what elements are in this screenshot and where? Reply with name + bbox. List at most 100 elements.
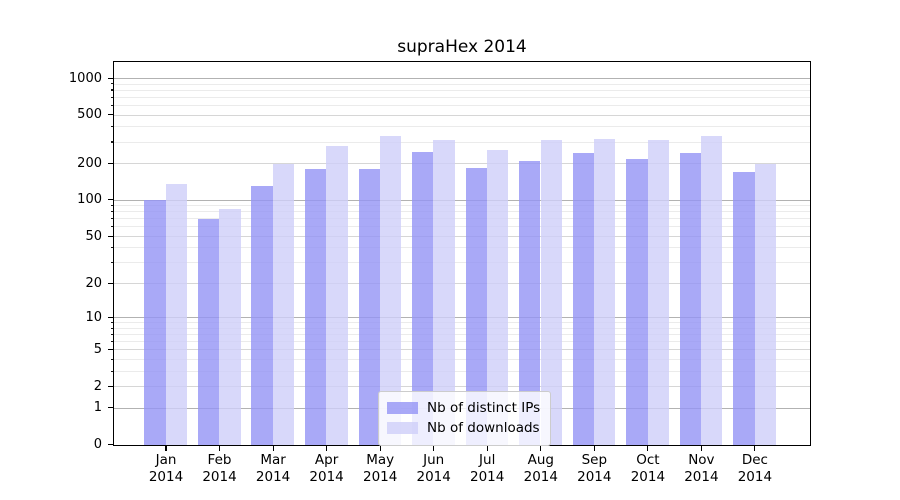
y-tick-mark <box>108 77 115 79</box>
gridline <box>114 105 810 106</box>
gridline <box>114 114 810 116</box>
x-tick-label: Oct 2014 <box>608 452 688 486</box>
x-tick-mark <box>593 446 595 451</box>
y-tick-mark <box>108 349 115 351</box>
x-tick-year: 2014 <box>309 469 344 485</box>
y-tick-label: 10 <box>85 310 102 325</box>
bar-distinct-ips-jul <box>465 167 487 445</box>
x-tick-label: Dec 2014 <box>715 452 795 486</box>
bar-distinct-ips-may <box>358 169 380 445</box>
bar-distinct-ips-jan <box>144 200 166 445</box>
x-tick-month: Nov <box>688 452 715 468</box>
x-tick-mark <box>540 446 542 451</box>
y-tick-label: 5 <box>93 342 102 358</box>
gridline <box>114 235 810 237</box>
y-minor-tick-mark <box>110 126 115 128</box>
y-minor-tick-mark <box>110 141 115 143</box>
x-tick-label: Aug 2014 <box>501 452 581 486</box>
gridline <box>114 77 810 79</box>
x-tick-year: 2014 <box>577 469 612 485</box>
y-tick-mark <box>108 114 115 116</box>
y-minor-tick-mark <box>110 340 115 343</box>
gridline <box>114 370 810 372</box>
gridline <box>114 163 810 165</box>
x-tick-mark <box>272 446 274 451</box>
y-tick-mark <box>108 407 115 409</box>
gridline <box>114 96 810 98</box>
gridline <box>114 211 810 213</box>
y-tick-label: 0 <box>93 437 102 453</box>
x-tick-label: May 2014 <box>340 452 420 486</box>
y-minor-tick-mark <box>110 333 115 335</box>
y-minor-tick-mark <box>110 83 115 85</box>
bar-downloads-aug <box>540 139 562 445</box>
bar-downloads-sep <box>594 138 616 445</box>
x-tick-year: 2014 <box>202 469 237 485</box>
bar-distinct-ips-nov <box>679 152 702 445</box>
y-tick-label: 500 <box>77 107 102 123</box>
bar-distinct-ips-jun <box>412 151 434 445</box>
y-minor-tick-mark <box>110 211 115 213</box>
x-tick-mark <box>754 446 756 451</box>
y-minor-tick-mark <box>110 89 115 91</box>
gridline <box>114 317 810 319</box>
y-minor-tick-mark <box>110 247 115 249</box>
bar-distinct-ips-feb <box>197 218 220 445</box>
x-tick-year: 2014 <box>737 469 773 485</box>
y-tick-mark <box>108 162 115 164</box>
gridline <box>114 226 810 228</box>
gridline <box>114 386 810 388</box>
bar-downloads-may <box>379 136 402 445</box>
y-tick-label: 2 <box>93 378 102 394</box>
bar-downloads-nov <box>701 135 723 445</box>
gridline <box>114 199 810 201</box>
x-tick-month: Sep <box>581 452 608 468</box>
x-tick-label: Mar 2014 <box>233 452 313 486</box>
legend-item-distinct-ips: Nb of distinct IPs <box>387 399 540 417</box>
x-tick-month: Mar <box>260 452 286 468</box>
y-minor-tick-mark <box>110 96 115 98</box>
gridline <box>114 83 810 85</box>
bar-distinct-ips-dec <box>733 172 755 445</box>
gridline <box>114 247 810 249</box>
x-tick-month: Oct <box>636 452 660 468</box>
x-tick-mark <box>165 446 167 451</box>
x-tick-mark <box>647 446 649 451</box>
x-tick-year: 2014 <box>523 469 558 485</box>
x-tick-month: Jul <box>479 452 496 468</box>
bar-distinct-ips-aug <box>519 161 541 445</box>
x-tick-year: 2014 <box>630 469 666 485</box>
bar-distinct-ips-apr <box>304 169 327 445</box>
gridline <box>114 218 810 220</box>
x-tick-month: Jun <box>423 452 445 468</box>
x-tick-month: Dec <box>741 452 768 468</box>
bar-downloads-oct <box>647 139 669 445</box>
gridline <box>114 262 810 264</box>
bar-downloads-jul <box>486 149 509 445</box>
x-tick-month: Aug <box>527 452 554 468</box>
y-tick-label: 1000 <box>68 70 102 86</box>
x-tick-mark <box>379 446 381 451</box>
y-tick-mark <box>108 385 115 387</box>
x-tick-mark <box>326 446 328 451</box>
y-minor-tick-mark <box>110 226 115 228</box>
y-tick-label: 20 <box>85 275 102 291</box>
legend-label-downloads: Nb of downloads <box>427 420 540 436</box>
x-tick-mark <box>486 446 488 451</box>
y-minor-tick-mark <box>110 370 115 372</box>
distinct-ips-swatch-icon <box>387 402 418 414</box>
x-tick-label: Apr 2014 <box>287 452 367 486</box>
plot-area <box>113 61 811 446</box>
y-tick-label: 100 <box>77 192 102 208</box>
y-tick-mark <box>108 316 115 319</box>
y-minor-tick-mark <box>110 204 115 206</box>
y-minor-tick-mark <box>110 218 115 220</box>
x-tick-label: Sep 2014 <box>554 452 634 486</box>
x-tick-label: Jul 2014 <box>447 452 527 486</box>
y-minor-tick-mark <box>110 322 115 324</box>
x-tick-year: 2014 <box>416 469 451 485</box>
bar-downloads-feb <box>219 208 241 445</box>
y-minor-tick-mark <box>110 261 115 264</box>
gridline <box>114 359 810 360</box>
x-tick-year: 2014 <box>255 469 291 485</box>
